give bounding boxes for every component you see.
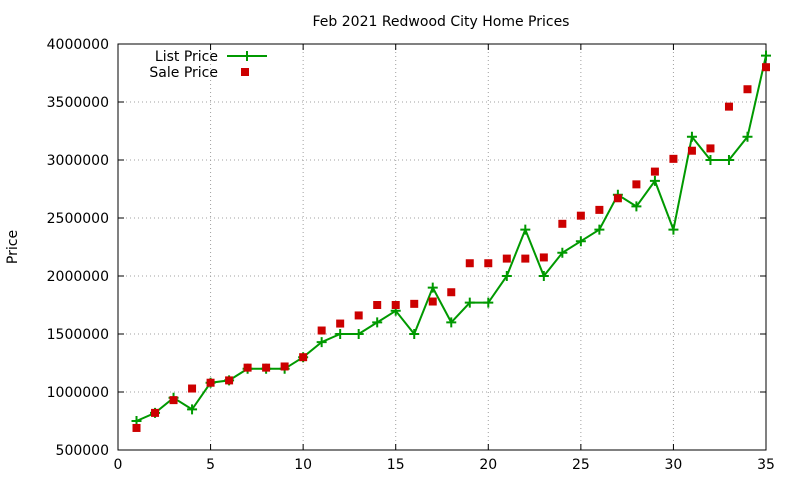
sale-price-point xyxy=(762,63,770,72)
x-tick-label: 5 xyxy=(206,457,215,473)
sale-price-point xyxy=(354,311,363,320)
sale-price-point xyxy=(576,211,585,220)
x-tick-label: 20 xyxy=(479,457,497,473)
legend-swatch-list-price xyxy=(227,51,267,61)
sale-price-point xyxy=(428,297,437,306)
list-price-point xyxy=(316,337,327,348)
grid xyxy=(118,44,766,450)
sale-price-point xyxy=(558,219,567,228)
list-price-point xyxy=(538,271,549,281)
list-price-point xyxy=(649,175,660,186)
sale-price-point xyxy=(650,167,659,176)
list-price-point xyxy=(705,155,716,165)
sale-price-point xyxy=(465,259,474,268)
x-tick-label: 15 xyxy=(387,457,405,473)
y-tick-label: 4000000 xyxy=(47,37,109,53)
list-price-point xyxy=(520,224,531,235)
sale-price-point xyxy=(687,146,696,155)
sale-price-point xyxy=(502,254,511,263)
legend-square-marker xyxy=(241,68,249,76)
sale-price-point xyxy=(243,363,252,372)
legend-label-sale-price: Sale Price xyxy=(149,65,218,81)
list-price-point xyxy=(575,236,586,247)
sale-price-point xyxy=(595,205,604,214)
sale-price-point xyxy=(151,408,160,417)
list-price-point xyxy=(501,271,512,281)
series-list-price xyxy=(131,50,771,426)
sale-price-point xyxy=(188,384,197,393)
list-price-point xyxy=(742,131,753,142)
sale-price-point xyxy=(669,154,678,163)
list-price-point xyxy=(668,224,679,235)
sale-price-point xyxy=(539,253,548,262)
list-price-point xyxy=(686,131,697,142)
x-tick-label: 25 xyxy=(572,457,590,473)
sale-price-point xyxy=(706,144,715,153)
list-price-point xyxy=(335,329,346,339)
sale-price-point xyxy=(743,85,752,94)
list-price-point xyxy=(594,224,605,235)
sale-price-point xyxy=(521,254,530,263)
sale-price-point xyxy=(299,353,308,362)
sale-price-point xyxy=(206,378,215,387)
x-tick-label: 0 xyxy=(114,457,123,473)
list-price-point xyxy=(187,404,198,415)
list-price-point xyxy=(723,155,734,165)
legend-swatch-sale-price xyxy=(241,68,249,76)
sale-price-point xyxy=(262,363,271,372)
sale-price-point xyxy=(632,180,641,189)
list-price-point xyxy=(483,297,494,308)
list-price-point xyxy=(427,282,438,293)
list-price-point xyxy=(353,329,364,339)
x-tick-label: 30 xyxy=(665,457,683,473)
list-price-point xyxy=(631,201,642,212)
y-tick-label: 3500000 xyxy=(47,95,109,111)
sale-price-point xyxy=(410,299,419,308)
x-tick-label: 35 xyxy=(757,457,775,473)
list-price-point xyxy=(409,329,420,339)
sale-price-point xyxy=(373,301,382,309)
axis-ticks: 0 5 10 15 20 25 30 35 500000 1000000 1500000 200000… xyxy=(47,37,775,473)
sale-price-point xyxy=(391,301,400,309)
legend-label-list-price: List Price xyxy=(155,49,218,65)
y-tick-label: 2000000 xyxy=(47,269,109,285)
y-axis-label: Price xyxy=(5,230,21,264)
sale-price-point xyxy=(225,376,234,385)
series xyxy=(131,50,771,432)
list-price-point xyxy=(372,317,383,328)
list-price-point xyxy=(446,317,457,328)
legend-plus-marker xyxy=(242,51,252,61)
series-sale-price xyxy=(132,63,770,432)
x-tick-label: 10 xyxy=(294,457,312,473)
sale-price-point xyxy=(317,326,326,335)
sale-price-point xyxy=(724,102,733,111)
sale-price-point xyxy=(132,423,141,432)
sale-price-point xyxy=(613,194,622,203)
y-tick-label: 1500000 xyxy=(47,327,109,343)
y-tick-label: 1000000 xyxy=(47,385,109,401)
sale-price-point xyxy=(280,362,289,371)
list-price-line xyxy=(136,55,767,422)
y-tick-label: 500000 xyxy=(56,443,109,459)
y-tick-label: 3000000 xyxy=(47,153,109,169)
sale-price-point xyxy=(484,259,493,268)
y-tick-label: 2500000 xyxy=(47,211,109,227)
sale-price-point xyxy=(336,319,345,328)
sale-price-point xyxy=(447,288,456,297)
list-price-point xyxy=(761,50,771,61)
sale-price-point xyxy=(169,396,178,405)
chart-title: Feb 2021 Redwood City Home Prices xyxy=(313,14,570,30)
plot-area xyxy=(117,43,767,451)
list-price-point xyxy=(464,297,475,308)
legend: List Price Sale Price xyxy=(149,49,267,81)
list-price-point xyxy=(557,247,568,258)
